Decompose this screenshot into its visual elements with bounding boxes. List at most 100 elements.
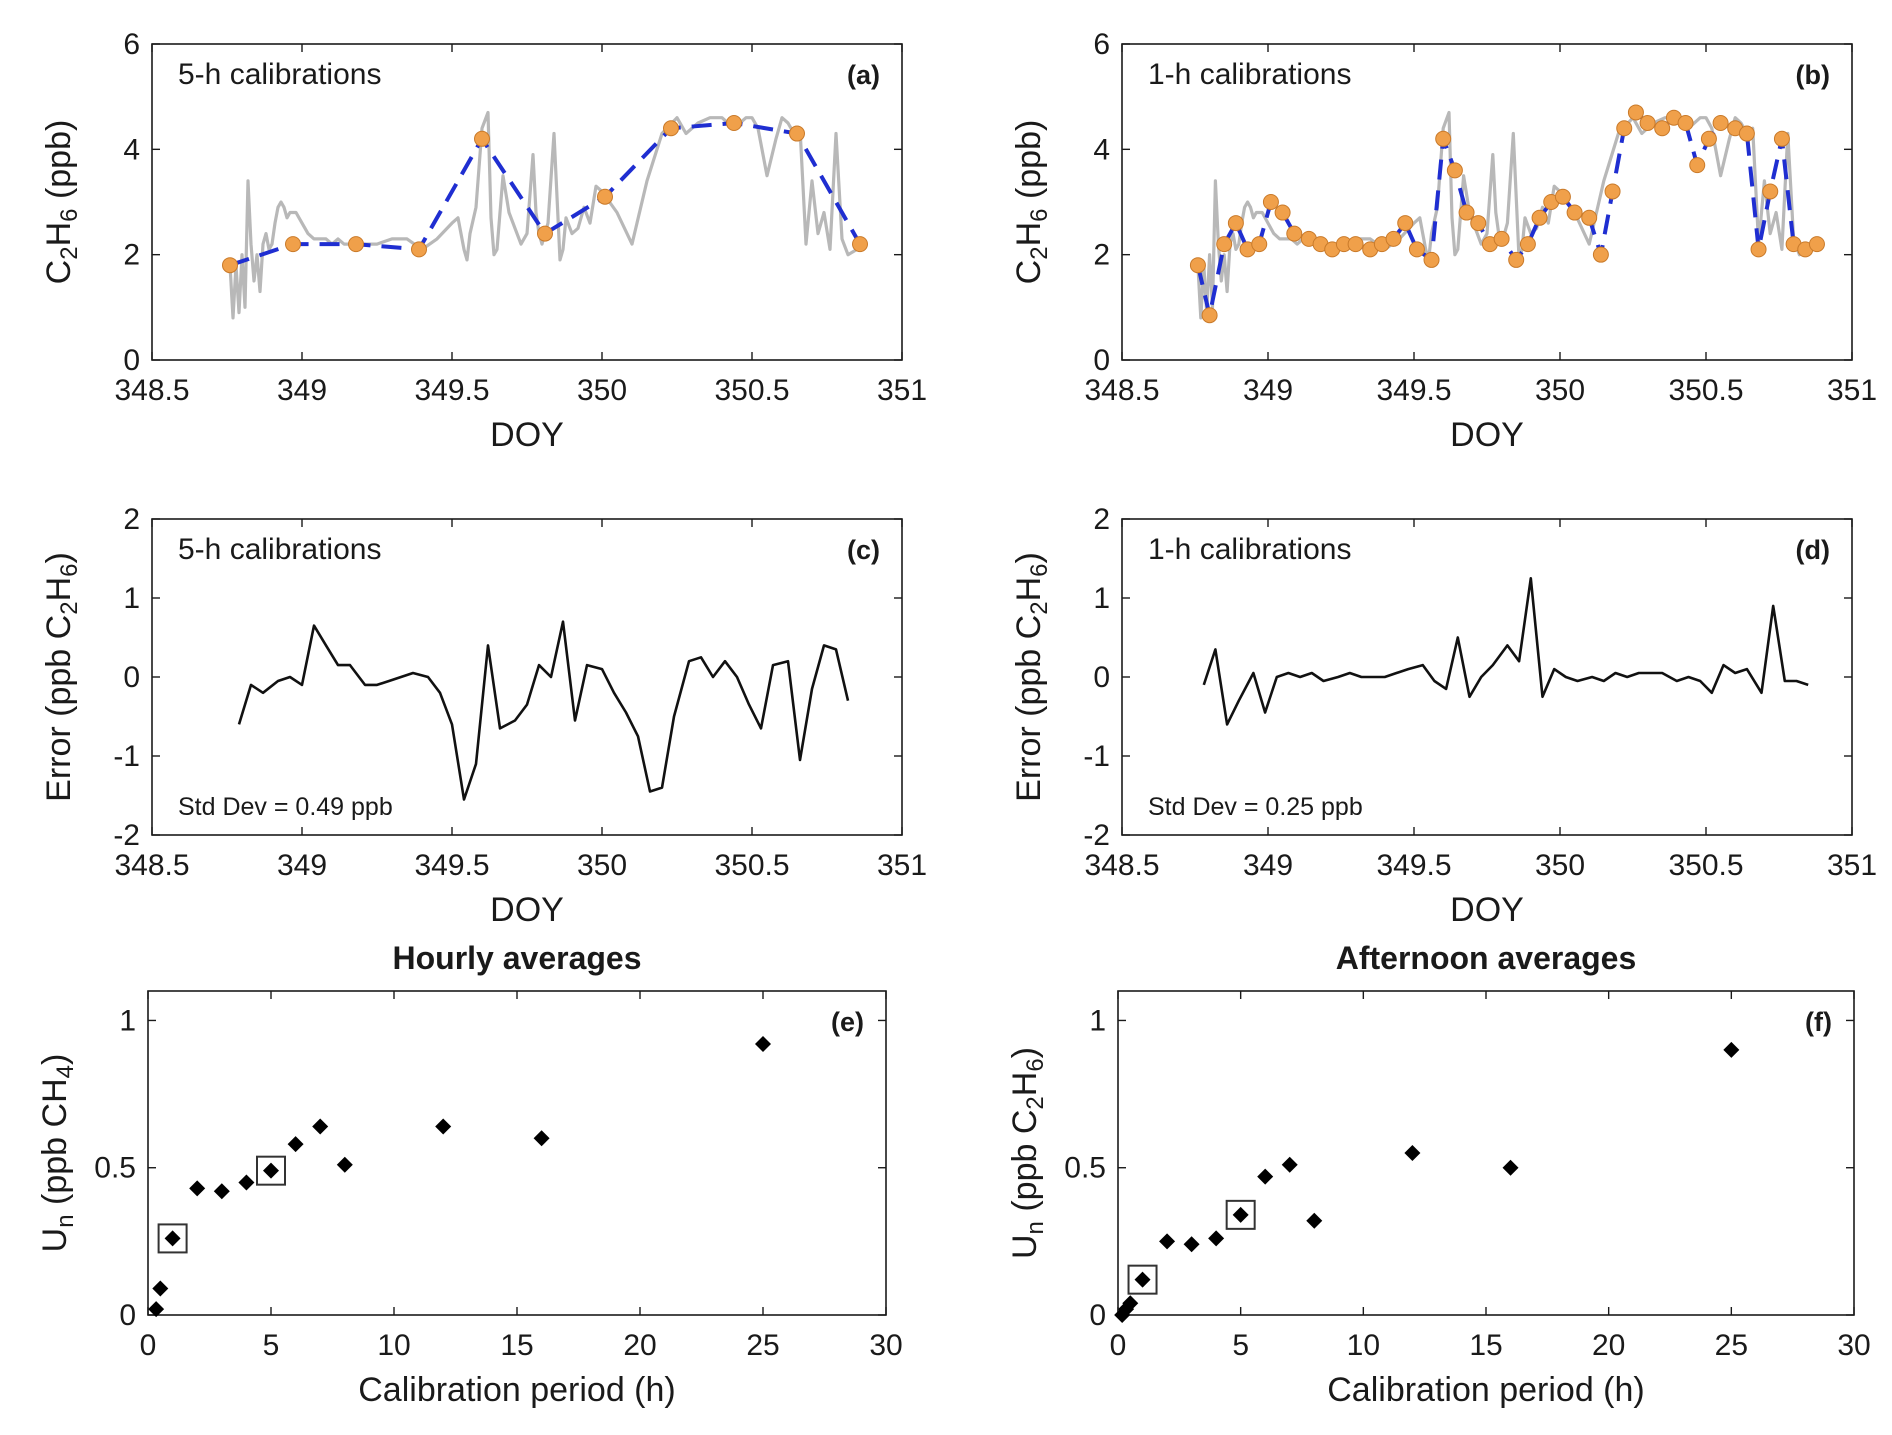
y-tick-label: 0 <box>119 1299 136 1332</box>
highlight-box <box>157 1223 188 1254</box>
scatter-point <box>263 1162 279 1179</box>
x-tick-label: 350 <box>577 849 627 882</box>
calibration-point <box>1458 204 1475 221</box>
calibration-point <box>1286 225 1303 242</box>
x-tick-label: 349.5 <box>414 374 489 407</box>
calibration-point <box>1262 194 1279 210</box>
calibration-point <box>1385 230 1402 247</box>
y-axis-label: Error (ppb C2H6) <box>1010 552 1053 802</box>
calibration-point <box>474 130 490 147</box>
panel-note: 1-h calibrations <box>1148 58 1351 91</box>
x-tick-label: 350 <box>1535 849 1585 882</box>
x-tick-label: 5 <box>263 1329 280 1362</box>
calibration-point <box>1581 209 1598 226</box>
calibration-point <box>1531 209 1548 226</box>
calibration-point <box>1677 115 1694 131</box>
calibration-point <box>1493 230 1510 247</box>
calibration-point <box>1251 236 1268 253</box>
y-tick-label: 2 <box>1093 503 1110 536</box>
scatter-point <box>1281 1156 1298 1173</box>
panel-tag: (c) <box>847 535 880 565</box>
calibration-point <box>1592 246 1609 263</box>
scatter-point <box>755 1036 771 1053</box>
std-dev-note: Std Dev = 0.25 ppb <box>1148 793 1363 821</box>
x-tick-label: 350.5 <box>1668 849 1743 882</box>
y-tick-label: -1 <box>1083 740 1110 773</box>
panel-tag: (a) <box>847 60 880 90</box>
y-tick-label: 6 <box>123 28 140 61</box>
x-tick-label: 349 <box>277 849 327 882</box>
data-layer <box>1202 576 1809 726</box>
calibration-point <box>1508 251 1525 268</box>
y-tick-label: -2 <box>113 819 140 852</box>
x-tick-label: 25 <box>1715 1329 1748 1362</box>
y-tick-label: 2 <box>1093 239 1110 272</box>
scatter-point <box>1183 1236 1200 1253</box>
x-axis-label: DOY <box>490 416 564 454</box>
std-dev-note: Std Dev = 0.49 ppb <box>178 793 393 821</box>
x-axis-label: DOY <box>490 891 564 929</box>
x-tick-label: 5 <box>1232 1329 1249 1362</box>
y-tick-label: 2 <box>123 503 140 536</box>
y-axis-label: C2H6 (ppb) <box>40 120 83 285</box>
x-axis-label: DOY <box>1450 891 1524 929</box>
x-tick-label: 348.5 <box>114 849 189 882</box>
x-tick-label: 349.5 <box>1376 374 1451 407</box>
scatter-point <box>1134 1271 1151 1288</box>
calibration-point <box>1773 130 1790 147</box>
x-tick-label: 349 <box>277 374 327 407</box>
highlight-box <box>256 1155 286 1186</box>
calibration-point <box>597 188 613 205</box>
y-axis-label: Un (ppb C2H6) <box>1006 1047 1049 1259</box>
y-tick-label: 0 <box>1093 661 1110 694</box>
y-tick-label: 0 <box>1089 1299 1106 1332</box>
plot-title: Afternoon averages <box>1336 940 1637 976</box>
x-tick-label: 348.5 <box>1084 374 1159 407</box>
y-axis-label: Un (ppb CH4) <box>36 1054 79 1253</box>
calibration-point <box>1435 130 1452 147</box>
x-tick-label: 349.5 <box>1376 849 1451 882</box>
scatter-point <box>189 1180 206 1197</box>
x-tick-label: 25 <box>746 1329 779 1362</box>
calibration-point <box>1227 215 1244 232</box>
calibration-point <box>726 115 742 131</box>
data-layer <box>237 620 850 801</box>
scatter-point <box>336 1156 353 1173</box>
panel-note: 5-h calibrations <box>178 533 381 566</box>
calibration-point <box>789 125 805 142</box>
chart-panel-d: 348.5 349 349.5 350 350.5 351 -2 -1 0 1 2 DOY Error … <box>1010 503 1877 929</box>
scatter-point <box>1257 1168 1274 1185</box>
calibration-point <box>1397 215 1414 232</box>
panel-tag: (b) <box>1796 60 1830 90</box>
scatter-point <box>435 1118 452 1135</box>
calibration-point <box>1423 251 1440 268</box>
x-tick-label: 10 <box>377 1329 410 1362</box>
x-tick-label: 350 <box>577 374 627 407</box>
plot-title: Hourly averages <box>392 940 641 976</box>
y-tick-label: 1 <box>119 1004 136 1037</box>
y-tick-label: 1 <box>1093 582 1110 615</box>
y-tick-label: -1 <box>113 740 140 773</box>
x-tick-label: 348.5 <box>114 374 189 407</box>
plot-frame <box>1121 43 1853 361</box>
calibration-point <box>1408 241 1425 258</box>
highlight-box <box>1127 1264 1158 1295</box>
calibration-point <box>1470 215 1487 232</box>
panel-note: 5-h calibrations <box>178 58 381 91</box>
y-tick-label: 6 <box>1093 28 1110 61</box>
scatter-point <box>1723 1041 1740 1058</box>
panel-note: 1-h calibrations <box>1148 533 1351 566</box>
calibration-point <box>1446 162 1463 179</box>
x-tick-label: 15 <box>1469 1329 1502 1362</box>
calibration-point <box>1762 183 1779 200</box>
x-tick-label: 30 <box>869 1329 902 1362</box>
chart-panel-b: 348.5 349 349.5 350 350.5 351 0 2 4 6 DOY C2H6 (ppb… <box>1010 28 1877 454</box>
calibration-point <box>1566 204 1583 221</box>
calibration-point <box>1616 120 1633 137</box>
calibration-point <box>1639 115 1656 131</box>
plot-frame <box>151 43 903 361</box>
x-tick-label: 350 <box>1535 374 1585 407</box>
y-tick-label: -2 <box>1083 819 1110 852</box>
calibration-point <box>1519 236 1536 253</box>
